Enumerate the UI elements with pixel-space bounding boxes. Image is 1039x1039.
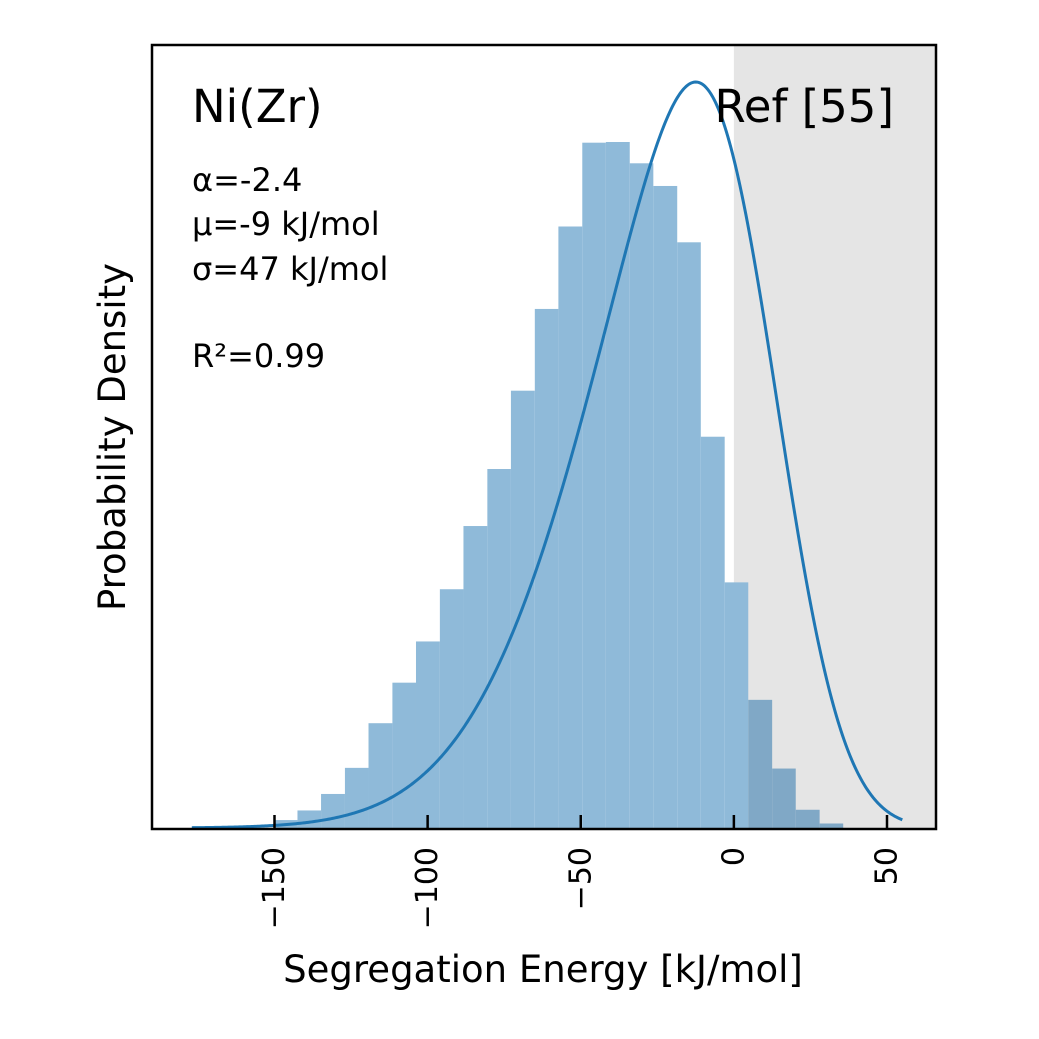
- shaded-region: [733, 45, 936, 829]
- sigma-annotation: σ=47 kJ/mol: [192, 250, 388, 288]
- histogram-bar: [748, 699, 773, 829]
- reference-label: Ref [55]: [715, 80, 894, 133]
- histogram-bar: [439, 589, 464, 829]
- x-tick-label: −100: [410, 847, 445, 929]
- x-axis-ticks: −150 −100 −50 0 50: [257, 815, 905, 929]
- alpha-annotation: α=-2.4: [192, 161, 302, 199]
- y-axis-label: Probability Density: [91, 263, 134, 611]
- x-tick-label: 0: [716, 847, 751, 866]
- histogram-bar: [415, 641, 440, 829]
- histogram-bar: [368, 723, 393, 829]
- histogram-bar: [487, 469, 511, 829]
- histogram-bar: [558, 226, 583, 830]
- r2-annotation: R²=0.99: [192, 337, 325, 375]
- histogram-bar: [724, 582, 749, 829]
- mu-annotation: μ=-9 kJ/mol: [192, 205, 380, 243]
- plot-frame: [150, 43, 938, 831]
- histogram-bar: [677, 242, 701, 829]
- histogram-bar: [700, 436, 725, 829]
- histogram-bar: [772, 768, 796, 829]
- x-tick-label: 50: [870, 847, 905, 885]
- x-tick-label: −50: [563, 847, 598, 910]
- fit-curve: [191, 80, 903, 830]
- histogram-bar: [605, 142, 630, 829]
- histogram-bar: [582, 142, 606, 829]
- system-label: Ni(Zr): [192, 80, 323, 133]
- histogram-bar: [795, 809, 820, 829]
- histogram-bar: [344, 767, 369, 829]
- histogram-bar: [463, 526, 488, 829]
- histogram-bar: [321, 793, 345, 829]
- histogram-bar: [534, 308, 559, 829]
- x-tick-label: −150: [257, 847, 292, 929]
- histogram-bar: [629, 163, 654, 829]
- histogram-bars: [273, 142, 844, 830]
- histogram-bar: [392, 682, 416, 829]
- x-axis-label: Segregation Energy [kJ/mol]: [283, 948, 803, 991]
- histogram-bar: [653, 185, 678, 829]
- histogram-bar: [819, 823, 844, 829]
- plot-area: [191, 45, 936, 830]
